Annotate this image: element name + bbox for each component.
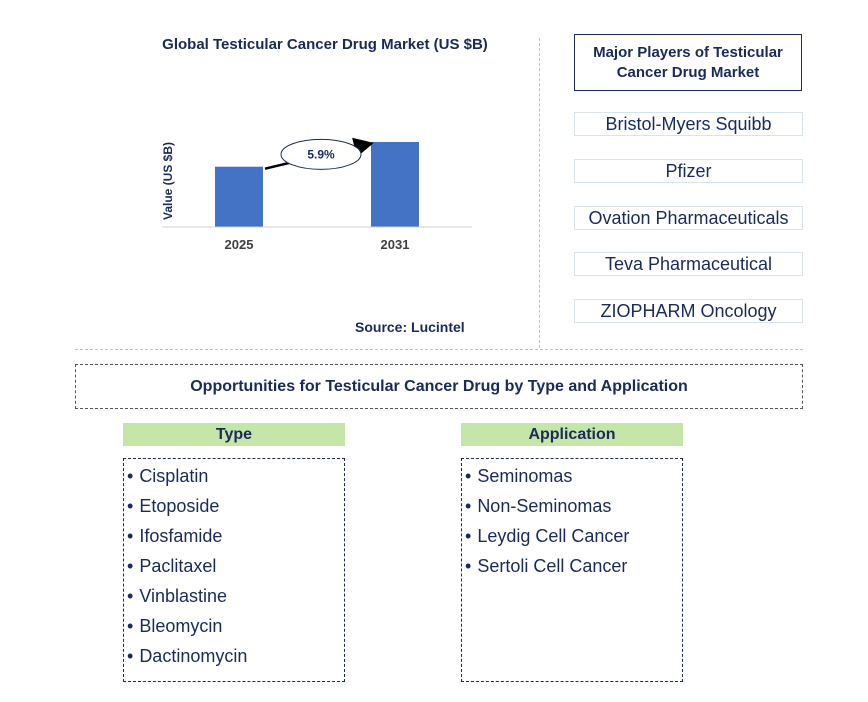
application-item: Leydig Cell Cancer [465, 521, 629, 551]
application-header: Application [461, 423, 683, 446]
type-item: Cisplatin [127, 461, 247, 491]
type-item: Paclitaxel [127, 551, 247, 581]
player-item: Ovation Pharmaceuticals [574, 206, 803, 230]
player-item: Teva Pharmaceutical [574, 252, 803, 276]
type-item: Dactinomycin [127, 641, 247, 671]
type-list-box: Cisplatin Etoposide Ifosfamide Paclitaxe… [123, 458, 345, 682]
application-list-box: Seminomas Non-Seminomas Leydig Cell Canc… [461, 458, 683, 682]
type-header: Type [123, 423, 345, 446]
player-item: Pfizer [574, 159, 803, 183]
growth-bubble [280, 138, 362, 170]
player-item: Bristol-Myers Squibb [574, 112, 803, 136]
player-item: ZIOPHARM Oncology [574, 299, 803, 323]
application-item: Sertoli Cell Cancer [465, 551, 629, 581]
growth-label: 5.9% [307, 147, 335, 161]
application-item: Non-Seminomas [465, 491, 629, 521]
type-item: Etoposide [127, 491, 247, 521]
type-item: Vinblastine [127, 581, 247, 611]
y-axis-label: Value (US $B) [161, 142, 175, 220]
horizontal-divider [75, 349, 803, 350]
application-item: Seminomas [465, 461, 629, 491]
bar-chart: Value (US $B) 2025 2031 5.9% [161, 137, 472, 252]
vertical-divider [539, 38, 540, 348]
x-tick-label: 2025 [225, 237, 254, 252]
bar-2031 [371, 142, 419, 227]
application-list: Seminomas Non-Seminomas Leydig Cell Canc… [465, 461, 629, 581]
chart-title: Global Testicular Cancer Drug Market (US… [162, 36, 488, 53]
type-list: Cisplatin Etoposide Ifosfamide Paclitaxe… [127, 461, 247, 671]
opportunities-title: Opportunities for Testicular Cancer Drug… [75, 364, 803, 409]
type-item: Bleomycin [127, 611, 247, 641]
players-title: Major Players of Testicular Cancer Drug … [574, 34, 802, 91]
x-tick-label: 2031 [381, 237, 410, 252]
type-item: Ifosfamide [127, 521, 247, 551]
bar-2025 [215, 166, 263, 227]
source-label: Source: Lucintel [355, 319, 465, 335]
